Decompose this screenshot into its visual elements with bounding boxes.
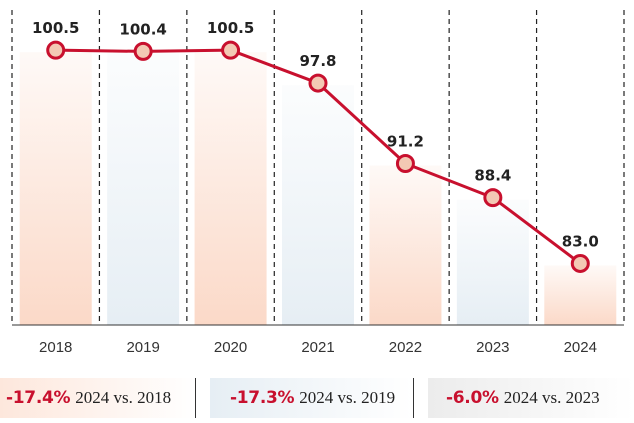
data-point (308, 73, 328, 93)
data-label: 100.5 (207, 19, 254, 37)
x-tick-label: 2023 (476, 339, 509, 356)
data-point (395, 154, 415, 174)
x-tick-label: 2018 (39, 339, 72, 356)
data-point (221, 40, 241, 60)
data-label: 100.5 (32, 19, 79, 37)
data-label: 91.2 (387, 133, 424, 151)
summary-desc: 2024 vs. 2018 (75, 388, 172, 407)
x-tick-label: 2019 (126, 339, 159, 356)
summary-pct: -6.0% (446, 388, 499, 408)
x-tick-label: 2021 (301, 339, 334, 356)
summary-box-2019: -17.3% 2024 vs. 2019 (210, 378, 414, 418)
column-2022 (369, 165, 442, 325)
summary-pct: -17.3% (230, 388, 295, 408)
column-2023 (456, 199, 529, 325)
x-tick-label: 2020 (214, 339, 247, 356)
data-label: 88.4 (474, 167, 511, 185)
data-label: 97.8 (299, 52, 336, 70)
column-2020 (194, 52, 267, 326)
data-point (133, 41, 153, 61)
summary-box-2023: -6.0% 2024 vs. 2023 (428, 378, 634, 418)
data-point (570, 253, 590, 273)
data-label: 83.0 (562, 232, 599, 250)
data-point (483, 188, 503, 208)
x-tick-label: 2022 (389, 339, 422, 356)
column-2021 (282, 85, 354, 325)
summary-box-2018: -17.4% 2024 vs. 2018 (0, 378, 196, 418)
column-2024 (544, 265, 617, 325)
summary-pct: -17.4% (6, 388, 71, 408)
summary-desc: 2024 vs. 2019 (299, 388, 396, 407)
column-2018 (19, 52, 92, 326)
column-2019 (107, 53, 180, 325)
line-chart: 2018 2019 2020 2021 2022 2023 2024 100.5 100.4 1… (11, 10, 625, 356)
data-label: 100.4 (119, 20, 166, 38)
x-tick-label: 2024 (564, 339, 597, 356)
summary-desc: 2024 vs. 2023 (503, 388, 600, 407)
data-point (46, 40, 66, 60)
